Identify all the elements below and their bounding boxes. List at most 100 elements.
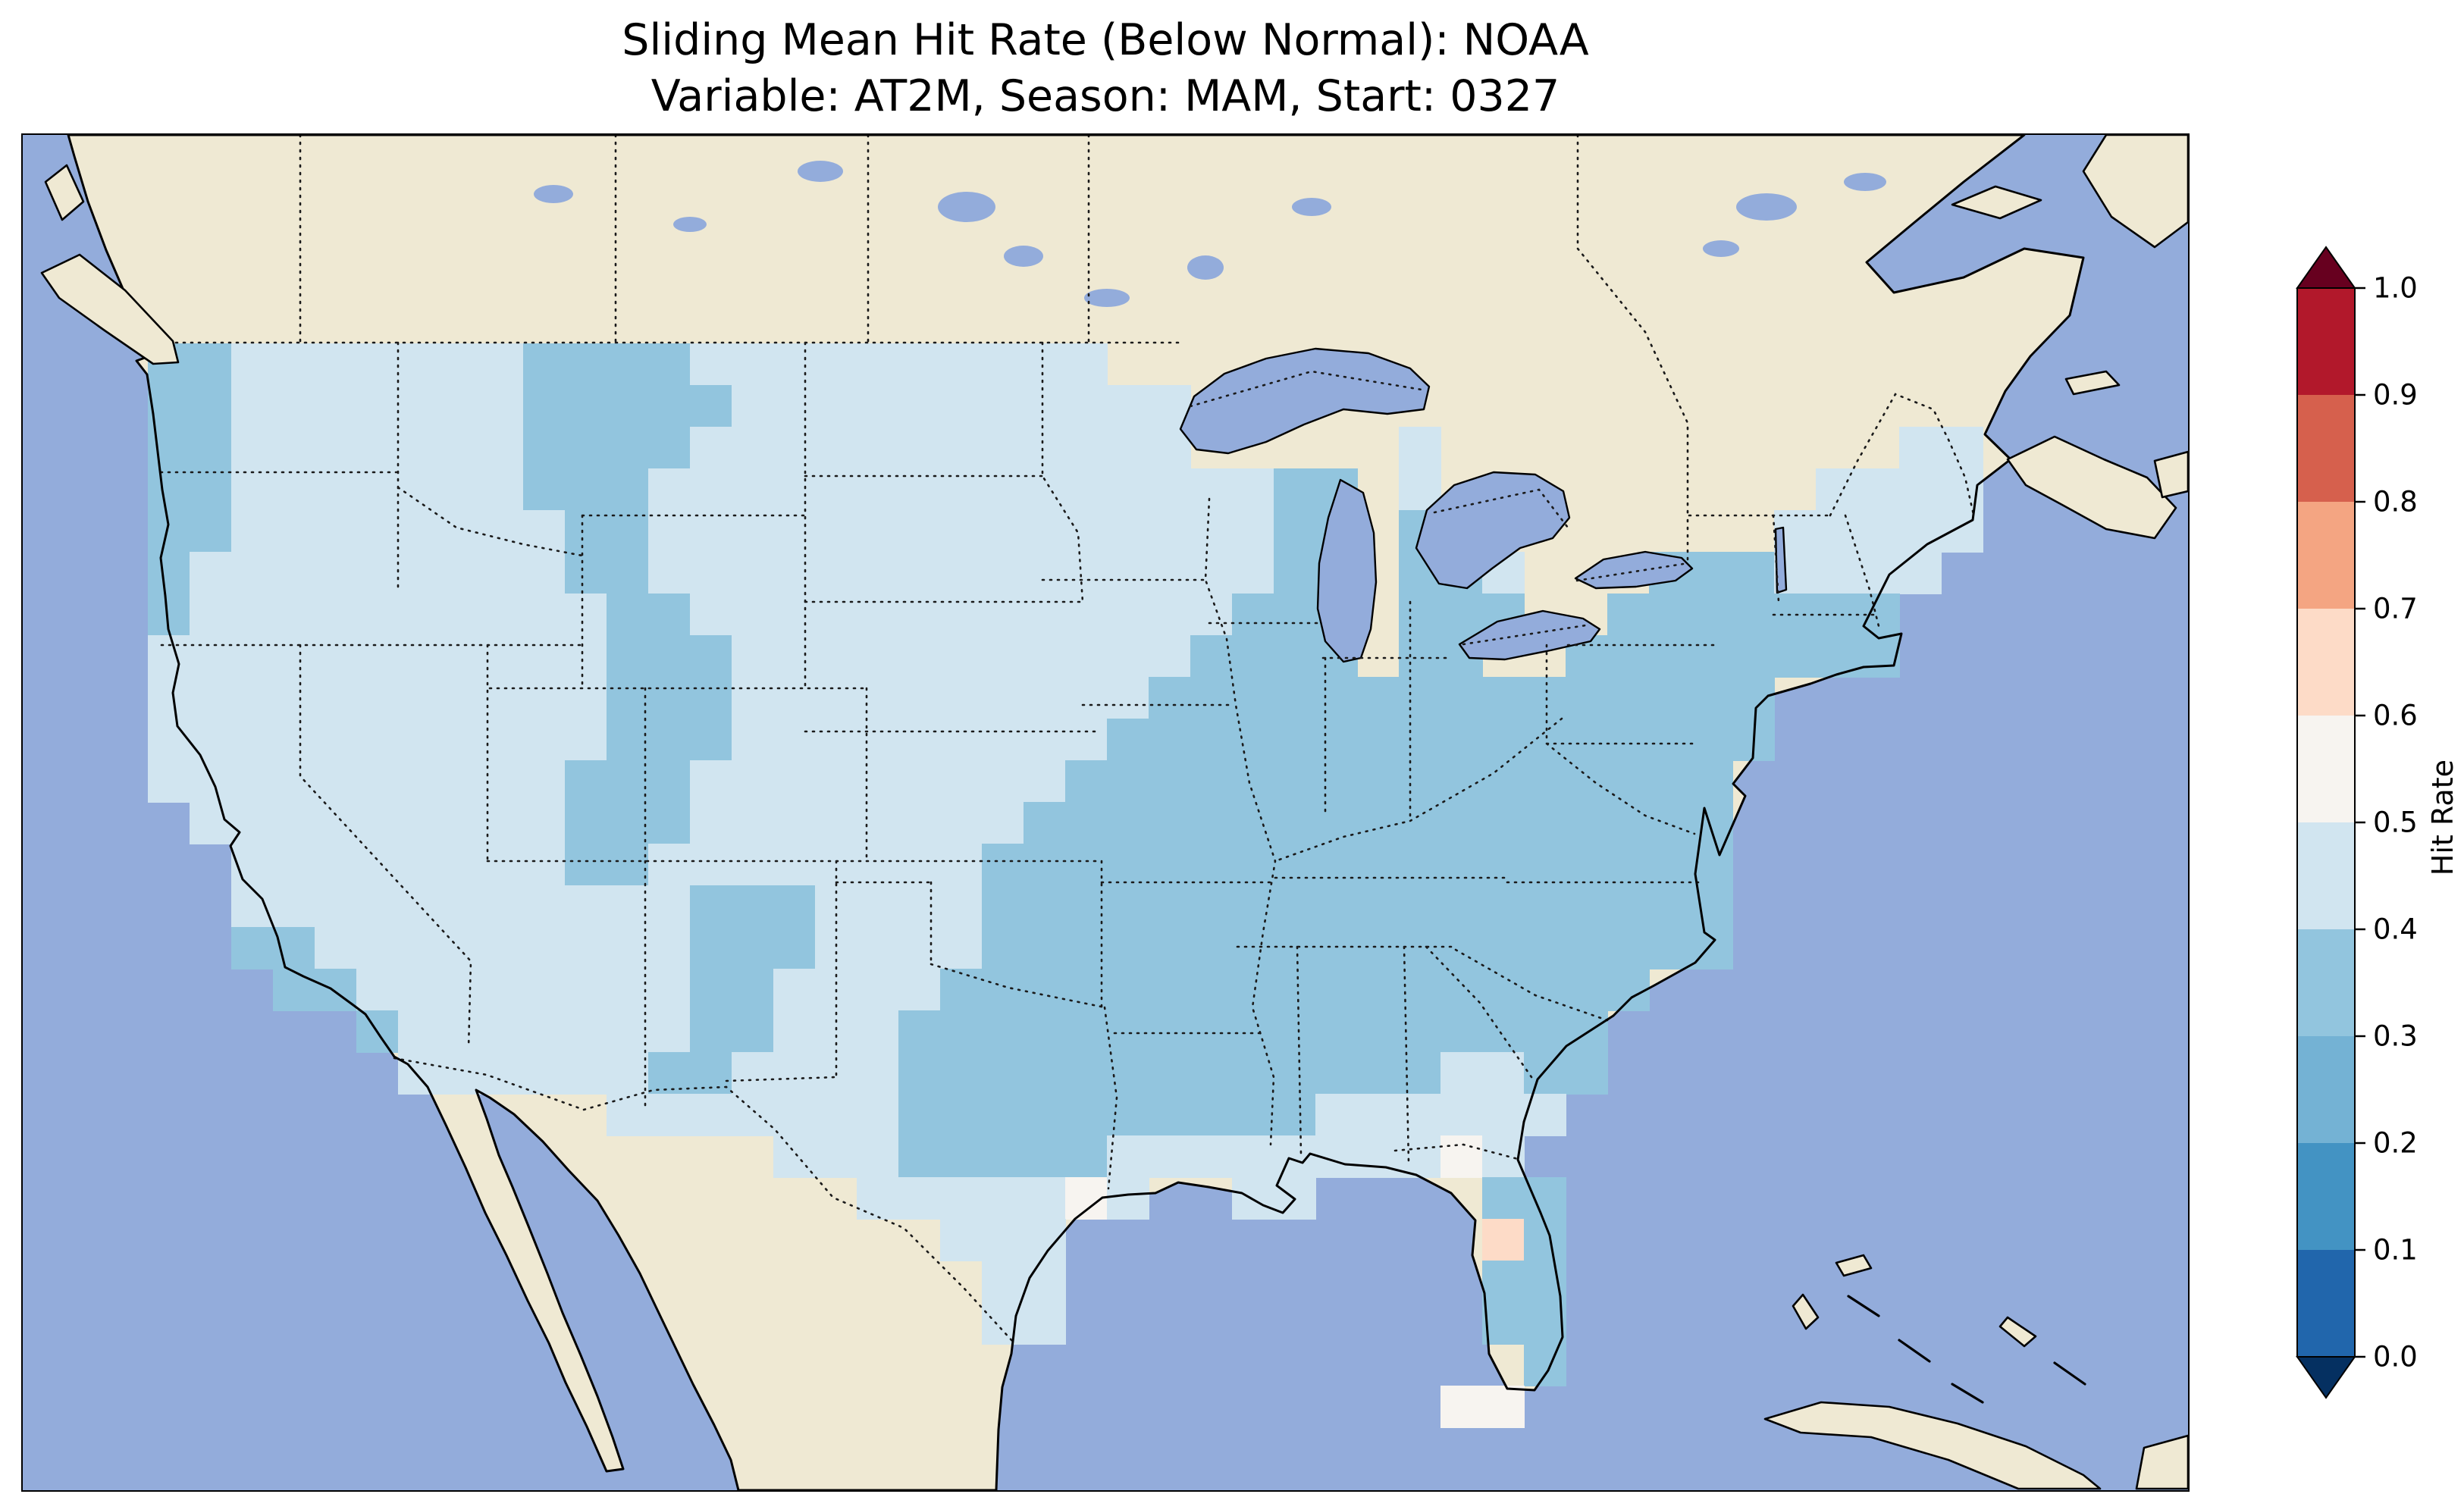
hit-rate-cell [356,468,399,511]
hit-rate-cell [815,510,857,553]
hit-rate-cell [523,343,566,386]
hit-rate-cell [648,343,691,386]
lake-erie [1458,609,1601,661]
hit-rate-cell [857,844,899,886]
hit-rate-cell [1232,719,1274,761]
hit-rate-cell [857,510,899,553]
hit-rate-cell [898,969,941,1011]
hit-rate-cell [273,385,315,428]
hit-rate-cell [356,844,399,886]
hit-rate-cell [398,927,440,969]
hit-rate-cell [607,552,649,594]
hit-rate-cell [1024,1052,1066,1095]
hit-rate-cell [1315,1010,1358,1053]
hit-rate-cell [1190,802,1233,844]
hit-rate-cell [1274,969,1316,1011]
hit-rate-cell [1857,510,1900,553]
hit-rate-cell [1065,510,1108,553]
hit-rate-cell [940,1219,983,1261]
canada-lake [1004,246,1043,267]
hit-rate-cell [481,844,524,886]
hit-rate-cell [231,760,274,803]
hit-rate-cell [481,385,524,428]
hit-rate-cell [690,468,732,511]
hit-rate-cell [1524,760,1566,803]
hit-rate-cell [398,510,440,553]
hit-rate-cell [1274,635,1316,678]
hit-rate-cell [898,1010,941,1053]
hit-rate-cell [315,468,357,511]
hit-rate-cell [565,1010,607,1053]
hit-rate-cell [356,760,399,803]
hit-rate-cell [940,1135,983,1178]
hit-rate-cell [273,677,315,719]
hit-rate-cell [440,510,482,553]
hit-rate-cell [356,594,399,636]
hit-rate-cell [857,927,899,969]
hit-rate-cell [898,677,941,719]
canada-lake [1736,193,1797,221]
hit-rate-cell [1274,1052,1316,1095]
colorbar-segment [2297,1143,2355,1251]
hit-rate-cell [1607,969,1650,1011]
hit-rate-cell [231,343,274,386]
hit-rate-cell [190,343,232,386]
hit-rate-cell [857,1135,899,1178]
hit-rate-cell [315,802,357,844]
hit-rate-cell [940,927,983,969]
colorbar-canvas: 1.0 0.9 0.8 0.7 0.6 0.5 0.4 0.3 0.2 0.1 0.0 [2296,246,2418,1399]
hit-rate-cell [898,1135,941,1178]
hit-rate-cell [1274,927,1316,969]
hit-rate-cell [1190,468,1233,511]
hit-rate-cell [1482,1219,1525,1261]
hit-rate-cell [1107,1052,1149,1095]
canada-lake [938,192,995,222]
hit-rate-cell [481,1052,524,1095]
hit-rate-cell [356,552,399,594]
hit-rate-cell [398,844,440,886]
hit-rate-cell [1232,510,1274,553]
hit-rate-cell [1024,594,1066,636]
hit-rate-cell [565,635,607,678]
hit-rate-cell [398,969,440,1011]
hit-rate-cell [898,385,941,428]
hit-rate-cell [1065,594,1108,636]
hit-rate-cell [1399,927,1441,969]
hit-rate-cell [1190,594,1233,636]
hit-rate-cell [1274,1010,1316,1053]
hit-rate-cell [1065,1135,1108,1178]
hit-rate-cell [1607,802,1650,844]
map-canvas [23,135,2188,1490]
hit-rate-cell [1566,677,1608,719]
hit-rate-cell [898,1177,941,1220]
hit-rate-cell [356,385,399,428]
hit-rate-cell [1440,1386,1483,1428]
hit-rate-cell [690,427,732,469]
hit-rate-cell [1440,885,1483,928]
hit-rate-cell [1482,1302,1525,1345]
hit-rate-cell [982,510,1024,553]
hit-rate-cell [523,427,566,469]
islands [40,135,2188,1490]
hit-rate-cell [773,927,816,969]
hit-rate-cell [982,1219,1024,1261]
cuba [1763,1401,2102,1490]
hit-rate-cell [565,927,607,969]
hit-rate-cell [1440,802,1483,844]
hit-rate-cell [982,760,1024,803]
hit-rate-cell [690,719,732,761]
hit-rate-cell [732,1052,774,1095]
eastern-state-borders [1204,497,1880,1164]
hit-rate-cell [690,802,732,844]
hit-rate-cell [1274,760,1316,803]
hit-rate-cell [982,969,1024,1011]
hit-rate-cell [523,802,566,844]
hit-rate-cell [648,844,691,886]
hit-rate-cell [898,510,941,553]
hit-rate-cell [1190,1010,1233,1053]
hit-rate-cell [1524,1344,1566,1386]
hit-rate-cell [273,719,315,761]
hit-rate-cell [1274,885,1316,928]
hit-rate-cell [1440,677,1483,719]
hit-rate-cell [565,844,607,886]
